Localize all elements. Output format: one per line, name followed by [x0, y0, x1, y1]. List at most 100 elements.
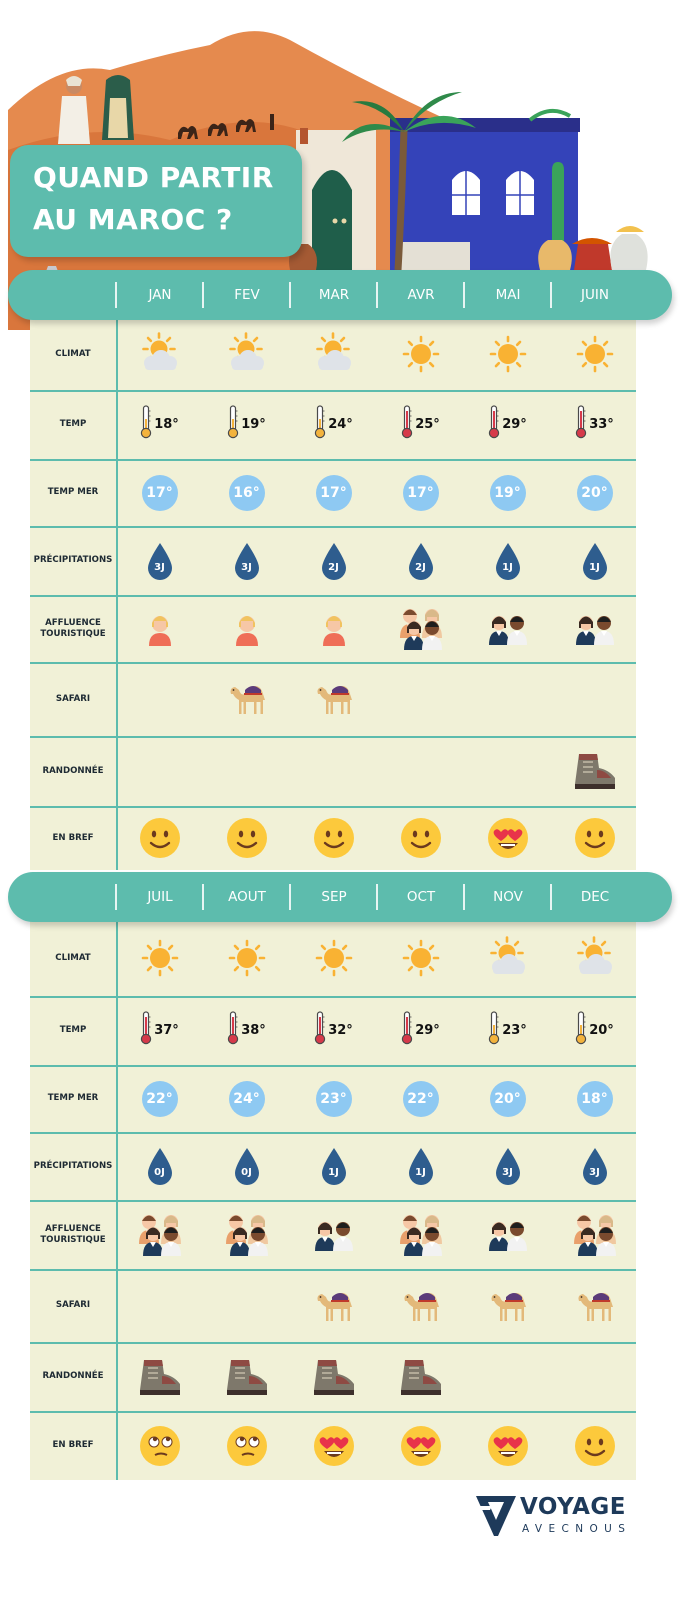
row-label: PRÉCIPITATIONS [33, 555, 113, 566]
thermometer-icon [314, 405, 326, 444]
empty-cell [203, 1269, 290, 1342]
people-illustration [58, 75, 134, 144]
camel-icon [551, 1269, 638, 1342]
row-label: EN BREF [52, 832, 94, 843]
rain-days-text: 3J [589, 1167, 600, 1178]
month-label-mar: MAR [318, 287, 350, 303]
month-label-aout: AOUT [228, 889, 266, 905]
tourist-crowd-icon [116, 1200, 203, 1269]
month-separator [115, 282, 117, 308]
temperature-value: 33° [589, 417, 614, 432]
row-divider [30, 996, 636, 998]
row-divider [30, 736, 636, 738]
temperature-cell: 38° [203, 996, 290, 1065]
empty-cell [290, 736, 377, 806]
heart-eyes-emoji [290, 1411, 377, 1480]
tourist-crowd-icon [203, 1200, 290, 1269]
tourist-crowd-icon [551, 1200, 638, 1269]
temperature-value: 37° [154, 1023, 179, 1038]
tourist-crowd-icon [377, 595, 464, 662]
row-divider [30, 459, 636, 461]
temperature-value: 38° [241, 1023, 266, 1038]
temperature-cell: 24° [290, 390, 377, 459]
empty-cell [464, 662, 551, 736]
row-divider [30, 1200, 636, 1202]
sea-temp-value: 17° [315, 474, 352, 511]
tourist-crowd-icon [203, 595, 290, 662]
month-label-juin: JUIN [581, 287, 609, 303]
calendar-table-jul-dec: CLIMAT TEMP 37° 38° 32° [30, 920, 636, 1480]
empty-cell [116, 1269, 203, 1342]
month-separator [463, 282, 465, 308]
sun-cloud-icon [203, 318, 290, 390]
hiking-boot-icon [116, 1342, 203, 1411]
sea-temp-badge: 17° [290, 459, 377, 526]
row-divider [30, 662, 636, 664]
temperature-cell: 29° [377, 996, 464, 1065]
row-label: RANDONNÉE [42, 765, 104, 776]
temperature-value: 24° [328, 417, 353, 432]
rain-drop-icon: 3J [464, 1132, 551, 1200]
rain-days-text: 2J [328, 561, 339, 573]
rain-drop-icon: 0J [116, 1132, 203, 1200]
row-divider [30, 1411, 636, 1413]
temperature-cell: 20° [551, 996, 638, 1065]
rain-drop-icon: 3J [203, 526, 290, 595]
brand-logo: VOYAGE AVECNOUS [474, 1494, 644, 1540]
month-label-oct: OCT [406, 889, 436, 905]
temperature-value: 32° [328, 1023, 353, 1038]
thermometer-icon [140, 1011, 152, 1050]
month-header-bar-2: JUIL AOUT SEP OCT NOV DEC [8, 872, 672, 922]
temperature-value: 25° [415, 417, 440, 432]
sea-temp-value: 18° [576, 1080, 613, 1117]
rain-days-text: 1J [502, 561, 513, 573]
rain-drop-icon: 1J [290, 1132, 377, 1200]
palm-tree-illustration [342, 92, 476, 271]
row-divider [30, 526, 636, 528]
rain-drop-icon: 1J [551, 526, 638, 595]
title-line-1: QUAND PARTIR [33, 161, 274, 194]
sea-temp-value: 17° [402, 474, 439, 511]
month-header-bar-1: JAN FEV MAR AVR MAI JUIN [8, 270, 672, 320]
month-label-sep: SEP [321, 889, 347, 905]
sea-temp-value: 22° [402, 1080, 439, 1117]
calendar-table-jan-jun: CLIMAT TEMP 18° 19° 24° [30, 318, 636, 870]
rain-days-text: 3J [502, 1167, 513, 1178]
sun-cloud-icon [116, 318, 203, 390]
month-label-avr: AVR [407, 287, 435, 303]
camel-icon [290, 1269, 377, 1342]
row-label: AFFLUENCE TOURISTIQUE [40, 617, 106, 639]
month-separator [550, 282, 552, 308]
sea-temp-badge: 23° [290, 1065, 377, 1132]
month-label-dec: DEC [580, 889, 610, 905]
temperature-cell: 33° [551, 390, 638, 459]
month-separator [550, 884, 552, 910]
sea-temp-badge: 24° [203, 1065, 290, 1132]
hiking-boot-icon [551, 736, 638, 806]
thermometer-icon [401, 405, 413, 444]
empty-cell [377, 662, 464, 736]
camel-icon [464, 1269, 551, 1342]
sun-icon [464, 318, 551, 390]
sea-temp-badge: 17° [116, 459, 203, 526]
temperature-cell: 18° [116, 390, 203, 459]
row-label: SAFARI [55, 1300, 91, 1311]
empty-cell [377, 736, 464, 806]
row-label: PRÉCIPITATIONS [33, 1160, 113, 1171]
row-divider [30, 806, 636, 808]
temperature-value: 18° [154, 417, 179, 432]
hiking-boot-icon [377, 1342, 464, 1411]
sea-temp-value: 17° [141, 474, 178, 511]
row-divider [30, 390, 636, 392]
sun-cloud-icon [551, 920, 638, 996]
temperature-value: 29° [415, 1023, 440, 1038]
tourist-crowd-icon [290, 595, 377, 662]
rain-drop-icon: 3J [551, 1132, 638, 1200]
rain-days-text: 0J [241, 1167, 252, 1178]
month-separator [289, 884, 291, 910]
empty-cell [464, 1342, 551, 1411]
smile-emoji [377, 806, 464, 870]
thermometer-icon [575, 405, 587, 444]
sun-icon [203, 920, 290, 996]
row-divider [30, 1269, 636, 1271]
